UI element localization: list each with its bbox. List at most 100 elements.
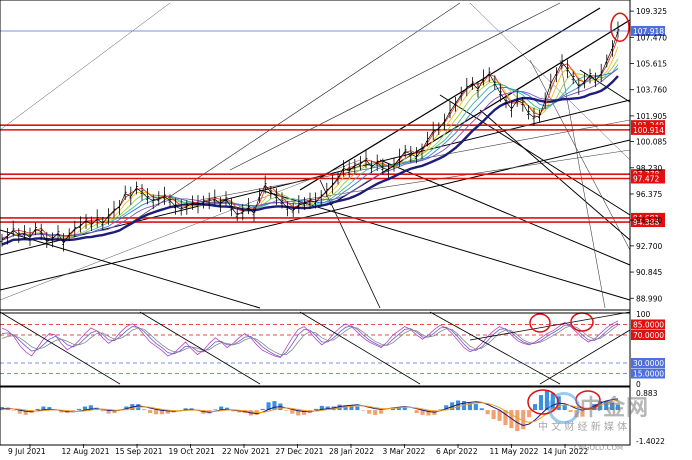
macd-bar-98 xyxy=(580,410,585,417)
macd-bar-28 xyxy=(165,410,170,414)
trendline-7 xyxy=(299,149,631,201)
trendline-9 xyxy=(259,189,631,301)
xtick-label-8: 6 Apr 2022 xyxy=(436,447,478,456)
trendline-12 xyxy=(439,94,631,216)
osc-channel-2 xyxy=(299,311,421,385)
macd-bar-89 xyxy=(527,410,532,418)
macd-bar-6 xyxy=(35,408,40,411)
macd-bar-87 xyxy=(515,410,520,432)
macd-bar-15 xyxy=(88,405,93,411)
macd-bar-2 xyxy=(11,410,16,411)
osc-channel-3 xyxy=(429,311,561,385)
macd-bar-7 xyxy=(41,406,46,411)
osc-ylabel-bg-4 xyxy=(631,368,665,379)
macd-bar-8 xyxy=(47,407,52,411)
price-ytick-label-10: 90.845 xyxy=(636,268,662,277)
trendline-19 xyxy=(469,2,631,161)
highlight-circle-macd-2 xyxy=(575,390,601,410)
macd-bar-91 xyxy=(538,395,544,411)
macd-bar-90 xyxy=(533,404,538,411)
macd-bar-84 xyxy=(497,410,502,421)
xtick-label-2: 15 Sep 2021 xyxy=(115,447,163,456)
price-ytick-label-11: 88.990 xyxy=(636,294,662,303)
level-label-bg-2 xyxy=(631,124,665,135)
price-ytick-label-0: 109.325 xyxy=(636,7,667,16)
axes-layer: 107.918101.249100.91497.77897.47294.6819… xyxy=(0,0,667,456)
price-panel xyxy=(0,12,630,252)
macd-bar-61 xyxy=(361,410,366,411)
macd-bar-26 xyxy=(153,410,159,415)
macd-bar-25 xyxy=(148,410,153,414)
price-ytick-label-4: 101.905 xyxy=(636,112,667,121)
macd-bar-83 xyxy=(491,410,496,420)
oscillator-panel xyxy=(0,311,631,385)
macd-bar-75 xyxy=(444,405,449,411)
highlight-circle-macd-1 xyxy=(527,389,559,415)
level-label-bg-4 xyxy=(631,173,665,184)
macd-bar-18 xyxy=(106,410,111,414)
macd-bar-37 xyxy=(219,406,224,411)
macd-bar-46 xyxy=(272,401,277,411)
trendline-2 xyxy=(299,7,601,191)
macd-bar-10 xyxy=(59,410,64,413)
osc-ytick-label-0: 100 xyxy=(636,310,651,319)
level-label-4: 97.472 xyxy=(633,174,659,183)
macd-bar-96 xyxy=(568,410,573,412)
osc-channel-0 xyxy=(0,311,121,385)
trendline-10 xyxy=(379,159,631,266)
macd-panel xyxy=(0,389,621,432)
xtick-label-9: 11 May 2022 xyxy=(490,447,539,456)
macd-bar-4 xyxy=(23,410,28,415)
macd-bar-14 xyxy=(82,406,87,411)
price-ytick-label-6: 98.230 xyxy=(636,164,662,173)
macd-bar-74 xyxy=(438,409,443,411)
macd-bar-92 xyxy=(544,390,549,411)
macd-bar-54 xyxy=(319,405,324,411)
macd-bar-39 xyxy=(230,410,236,412)
macd-bar-44 xyxy=(260,408,265,411)
osc-channel-5 xyxy=(539,329,631,385)
macd-bar-19 xyxy=(112,410,117,414)
macd-bar-53 xyxy=(313,408,318,411)
xtick-label-10: 14 Jun 2022 xyxy=(543,447,588,456)
macd-bar-103 xyxy=(610,402,615,411)
level-label-bg-6 xyxy=(631,217,665,228)
xtick-label-6: 28 Jan 2022 xyxy=(329,447,374,456)
macd-bar-80 xyxy=(473,404,478,411)
macd-bar-95 xyxy=(562,404,567,411)
macd-bar-102 xyxy=(604,401,609,411)
macd-bar-70 xyxy=(414,410,419,414)
macd-bar-72 xyxy=(426,410,431,416)
osc-ytick-label-5: 0 xyxy=(636,380,641,389)
macd-panel-frame xyxy=(0,386,631,446)
osc-series-2 xyxy=(1,324,619,356)
macd-bar-63 xyxy=(373,410,378,415)
macd-bar-88 xyxy=(521,410,526,430)
osc-ytick-label-2: 70.0000 xyxy=(633,331,664,340)
price-panel-frame xyxy=(0,0,631,314)
macd-bar-49 xyxy=(290,410,295,414)
macd-bar-13 xyxy=(76,408,82,411)
xtick-label-7: 3 Mar 2022 xyxy=(383,447,426,456)
macd-bar-48 xyxy=(284,410,289,411)
highlight-circle-osc-1 xyxy=(529,313,551,333)
macd-bar-3 xyxy=(17,410,22,414)
level-label-6: 94.388 xyxy=(633,218,659,227)
macd-bar-59 xyxy=(349,405,354,411)
trendline-6 xyxy=(199,119,631,201)
xtick-label-1: 12 Aug 2021 xyxy=(62,447,110,456)
price-ytick-label-5: 100.085 xyxy=(636,138,667,147)
xtick-label-3: 19 Oct 2021 xyxy=(169,447,216,456)
xtick-label-0: 9 Jul 2021 xyxy=(8,447,46,456)
level-label-bg-0 xyxy=(631,25,665,36)
macd-bar-27 xyxy=(159,410,164,415)
macd-bar-66 xyxy=(390,408,395,411)
level-label-2: 100.914 xyxy=(633,126,664,135)
macd-bar-77 xyxy=(456,400,461,411)
highlight-circle-price xyxy=(610,12,630,42)
price-ytick-label-8: 94.520 xyxy=(636,216,662,225)
macd-bar-58 xyxy=(343,405,348,411)
macd-bar-104 xyxy=(615,404,621,411)
trendline-17 xyxy=(559,59,606,309)
